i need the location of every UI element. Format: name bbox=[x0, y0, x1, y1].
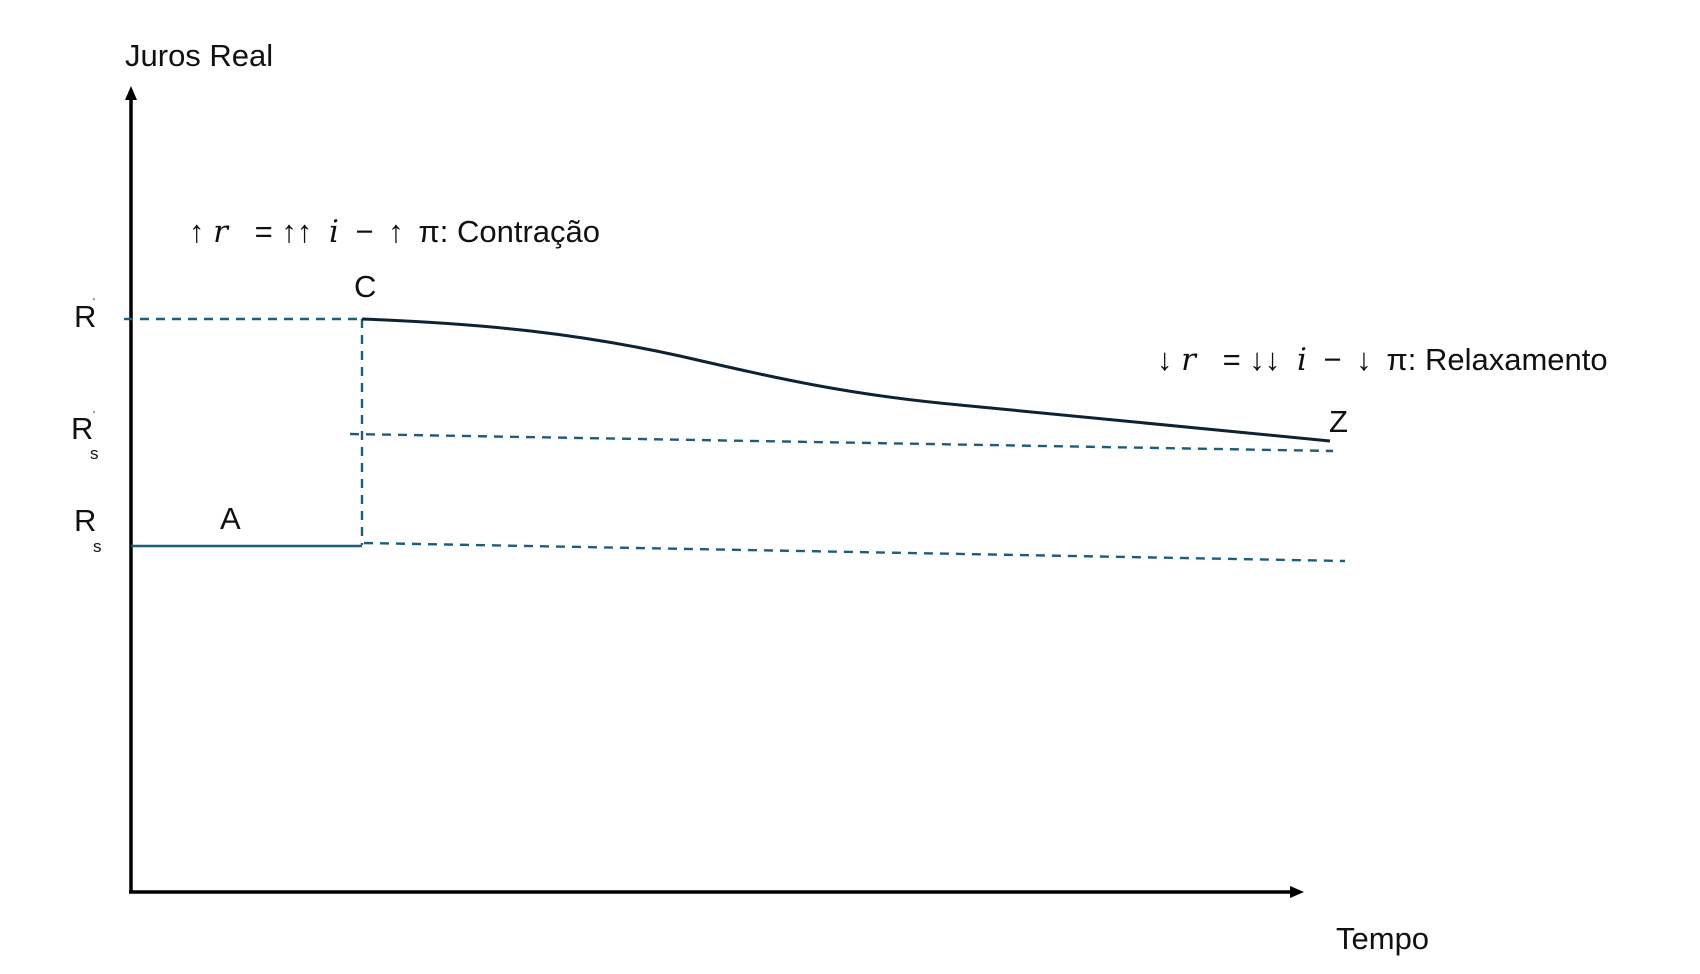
adjustment-path-curve bbox=[361, 317, 1331, 443]
relaxation-minus: − bbox=[1323, 342, 1341, 377]
y-level-mid-letter: R bbox=[71, 411, 93, 446]
contraction-eq: = bbox=[255, 214, 273, 249]
contraction-label: π: Contração bbox=[418, 214, 600, 249]
guide-lines bbox=[124, 317, 1346, 563]
point-c-label: C bbox=[354, 269, 376, 304]
y-level-high-prime: ' bbox=[93, 297, 95, 308]
relaxation-i: i bbox=[1297, 342, 1307, 378]
y-level-high-letter: R bbox=[74, 299, 96, 334]
y-level-mid-subscript: s bbox=[90, 444, 99, 463]
old-neutral-rate-path bbox=[363, 541, 1346, 563]
x-axis-arrowhead bbox=[1290, 886, 1304, 898]
axes bbox=[125, 86, 1304, 898]
relaxation-formula: ↓ r = ↓↓ i − ↓ π: Relaxamento bbox=[1157, 342, 1608, 378]
relaxation-arrow-i: ↓↓ bbox=[1249, 342, 1280, 377]
point-z-label: Z bbox=[1329, 404, 1348, 439]
relaxation-arrow-pi: ↓ bbox=[1356, 342, 1372, 377]
relaxation-eq: = bbox=[1223, 342, 1241, 377]
y-level-low-subscript: s bbox=[93, 537, 102, 556]
contraction-r: r bbox=[213, 214, 230, 250]
contraction-minus: − bbox=[355, 214, 373, 249]
y-level-low: R s bbox=[74, 503, 102, 556]
contraction-arrow-r: ↑ bbox=[189, 214, 205, 249]
new-neutral-rate-path bbox=[349, 432, 1334, 453]
contraction-arrow-i: ↑↑ bbox=[281, 214, 312, 249]
point-a-label: A bbox=[220, 501, 241, 536]
y-level-low-letter: R bbox=[74, 503, 96, 538]
contraction-i: i bbox=[329, 214, 339, 250]
x-axis-label: Tempo bbox=[1336, 921, 1429, 956]
contraction-arrow-pi: ↑ bbox=[388, 214, 404, 249]
relaxation-arrow-r: ↓ bbox=[1157, 342, 1173, 377]
y-level-mid-prime: ' bbox=[93, 410, 95, 421]
y-level-mid: R ' s bbox=[71, 410, 99, 463]
relaxation-label: π: Relaxamento bbox=[1386, 342, 1607, 377]
contraction-formula: ↑ r = ↑↑ i − ↑ π: Contração bbox=[189, 214, 600, 250]
y-level-high: R ' bbox=[74, 297, 96, 334]
y-axis-arrowhead bbox=[125, 86, 137, 100]
relaxation-r: r bbox=[1181, 342, 1198, 378]
y-axis-label: Juros Real bbox=[125, 38, 273, 73]
